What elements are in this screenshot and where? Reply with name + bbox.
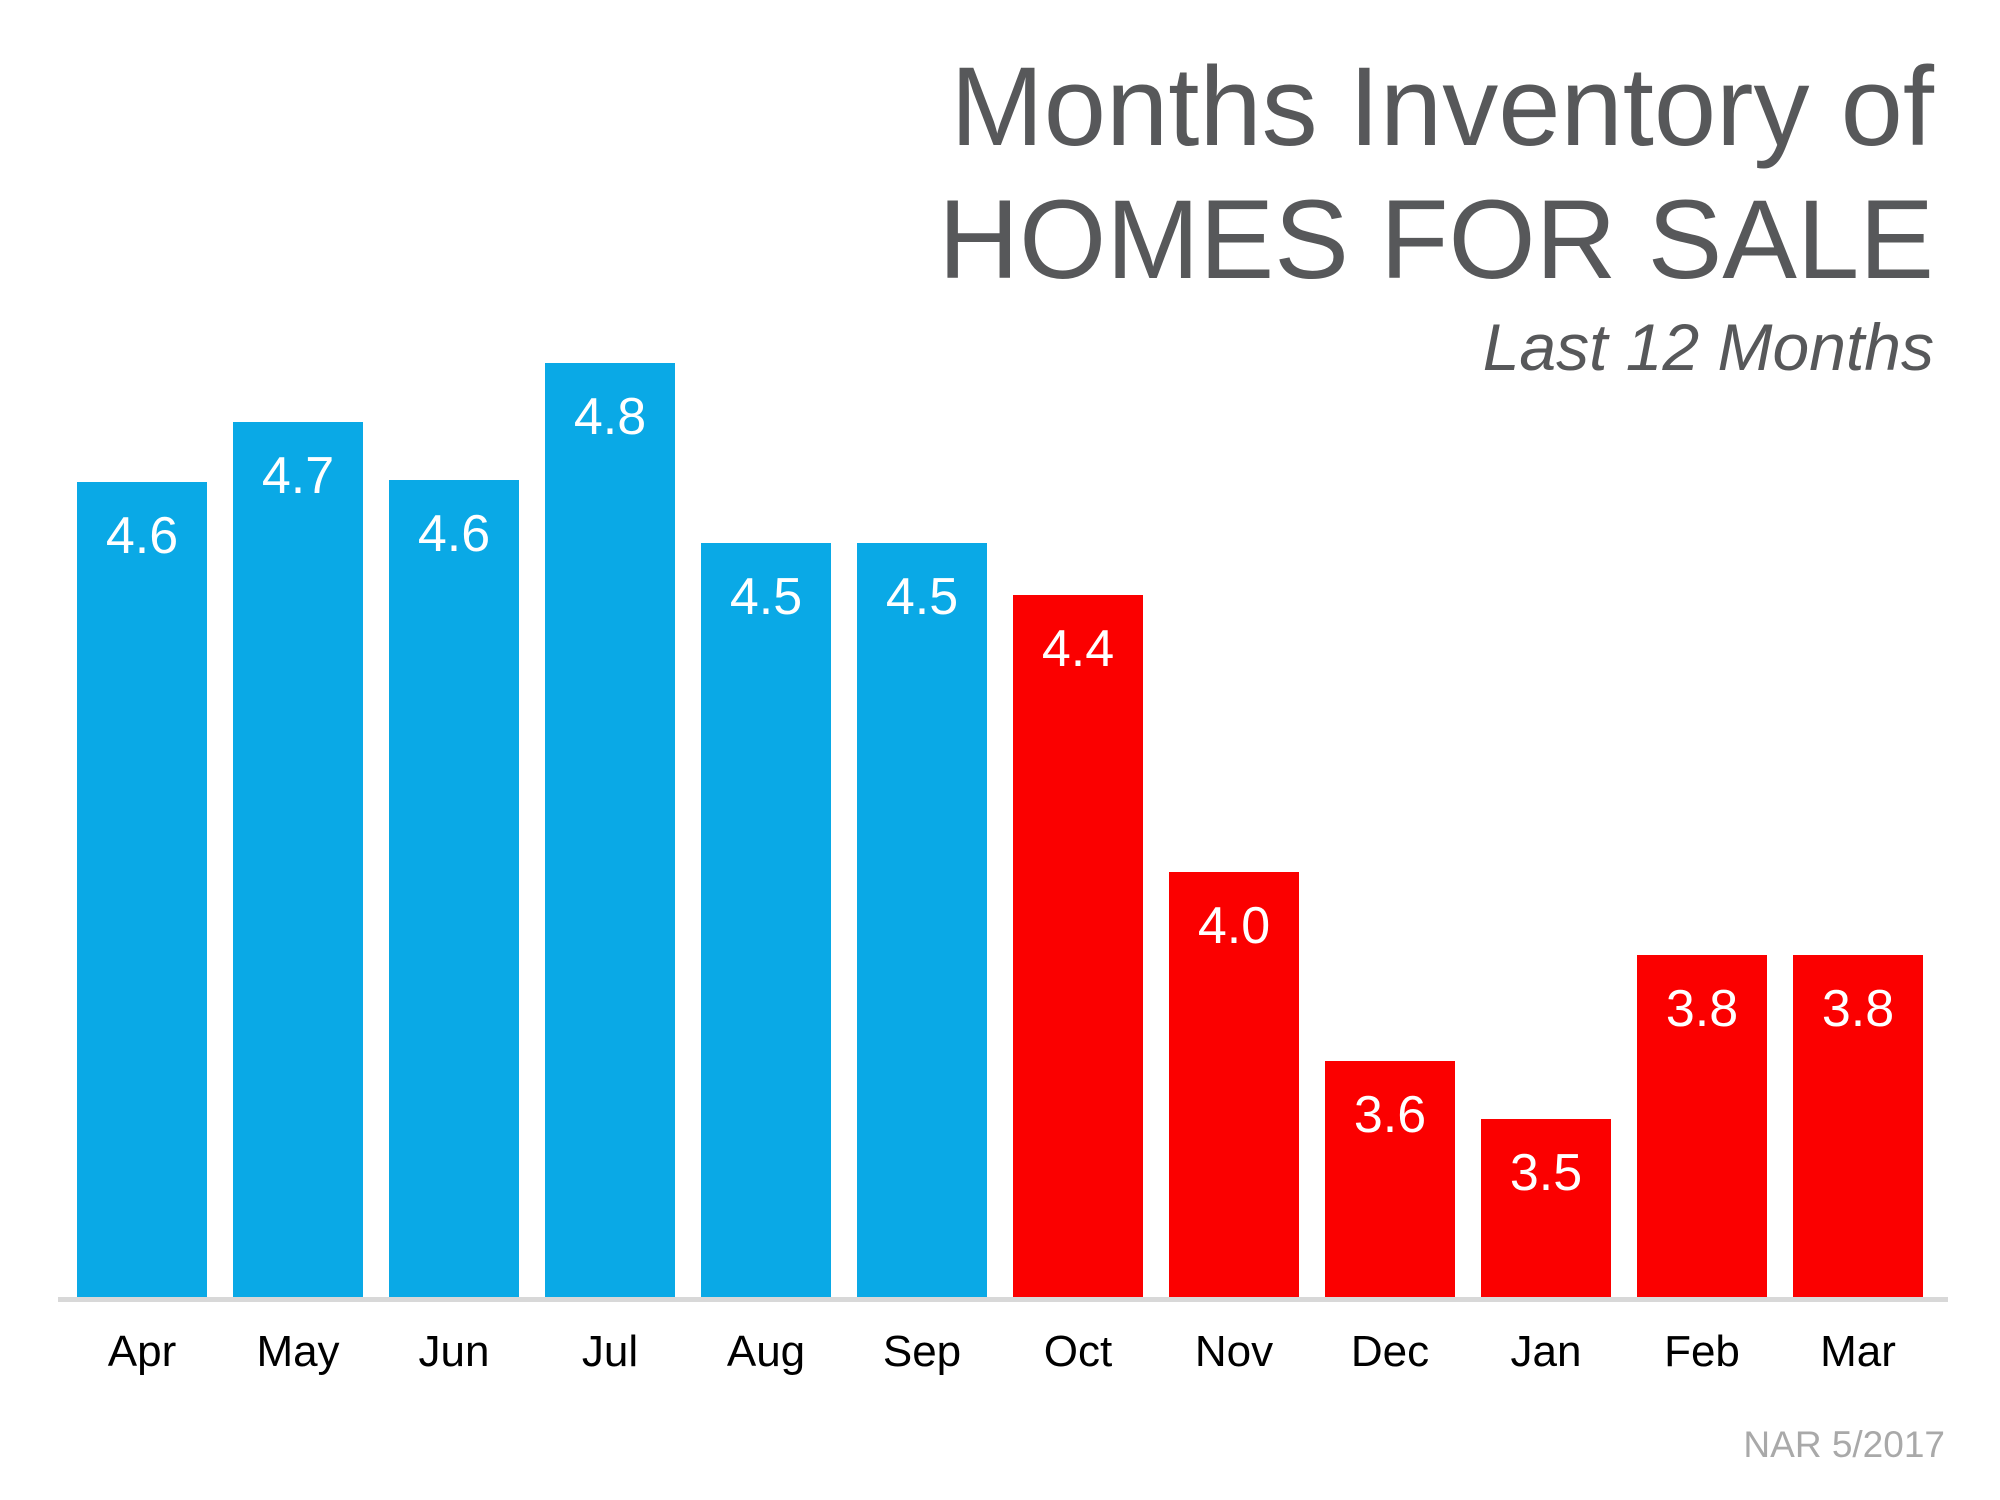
- month-label-sep: Sep: [882, 1327, 962, 1376]
- chart-title-block: Months Inventory of HOMES FOR SALE Last …: [938, 40, 1934, 382]
- month-label-dec: Dec: [1350, 1327, 1430, 1376]
- bar-aug: 4.5: [701, 543, 831, 1298]
- x-axis-baseline: [58, 1297, 1948, 1302]
- bar-value-label-feb: 3.8: [1665, 980, 1739, 1038]
- chart-title-line2: HOMES FOR SALE: [938, 177, 1934, 303]
- month-label-jan: Jan: [1510, 1327, 1582, 1376]
- source-attribution: NAR 5/2017: [1743, 1424, 1945, 1465]
- bar-value-label-mar: 3.8: [1821, 980, 1895, 1038]
- bar-sep: 4.5: [857, 543, 987, 1298]
- chart-subtitle: Last 12 Months: [1482, 309, 1934, 384]
- bar-value-label-aug: 4.5: [729, 568, 803, 626]
- month-label-apr: Apr: [107, 1327, 177, 1376]
- bar-value-label-dec: 3.6: [1353, 1086, 1427, 1144]
- month-label-aug: Aug: [726, 1327, 806, 1376]
- bar-value-label-apr: 4.6: [105, 507, 179, 565]
- bar-value-label-nov: 4.0: [1197, 897, 1271, 955]
- month-label-jul: Jul: [581, 1327, 639, 1376]
- bar-jun: 4.6: [389, 480, 519, 1298]
- bar-jul: 4.8: [545, 363, 675, 1298]
- month-label-mar: Mar: [1820, 1327, 1896, 1376]
- bar-oct: 4.4: [1013, 595, 1143, 1298]
- month-label-may: May: [256, 1327, 340, 1376]
- bar-value-label-jun: 4.6: [417, 505, 491, 563]
- month-label-jun: Jun: [418, 1327, 490, 1376]
- month-label-oct: Oct: [1043, 1327, 1113, 1376]
- bar-apr: 4.6: [77, 482, 207, 1298]
- bar-mar: 3.8: [1793, 955, 1923, 1298]
- month-label-feb: Feb: [1664, 1327, 1740, 1376]
- bar-value-label-sep: 4.5: [885, 568, 959, 626]
- bar-value-label-jan: 3.5: [1509, 1144, 1583, 1202]
- bar-may: 4.7: [233, 422, 363, 1298]
- bar-nov: 4.0: [1169, 872, 1299, 1298]
- bar-value-label-jul: 4.8: [573, 388, 647, 446]
- bar-value-label-oct: 4.4: [1041, 620, 1115, 678]
- bar-jan: 3.5: [1481, 1119, 1611, 1298]
- bar-feb: 3.8: [1637, 955, 1767, 1298]
- chart-title-line1: Months Inventory of: [950, 44, 1934, 169]
- bar-dec: 3.6: [1325, 1061, 1455, 1298]
- bar-value-label-may: 4.7: [261, 447, 335, 505]
- month-label-nov: Nov: [1194, 1327, 1274, 1376]
